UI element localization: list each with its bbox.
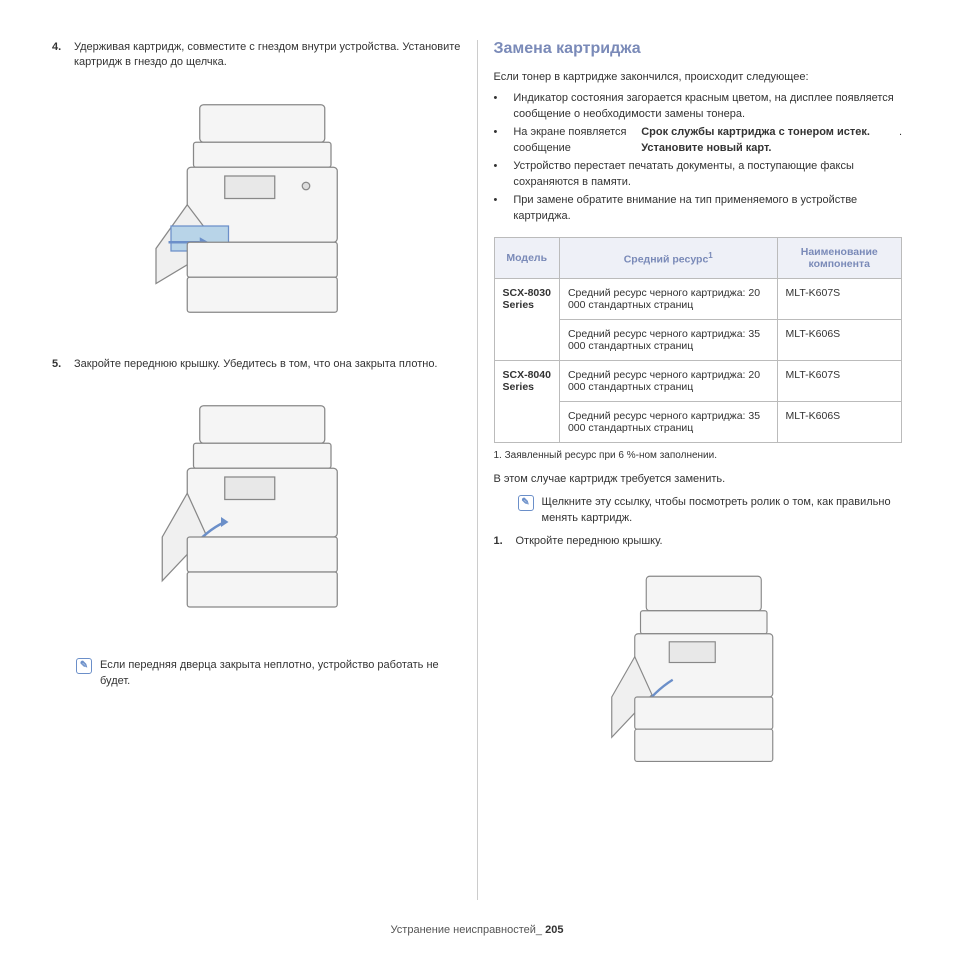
cell-part: MLT-K607S	[777, 360, 901, 401]
cell-part: MLT-K607S	[777, 278, 901, 319]
bullet-item: На экране появляется сообщение Срок служ…	[494, 125, 903, 157]
step-5: 5. Закройте переднюю крышку. Убедитесь в…	[52, 357, 461, 372]
figure-printer-open-cover	[558, 559, 838, 789]
note-icon: ✎	[518, 495, 534, 511]
figure-printer-insert-cartridge	[116, 81, 396, 341]
bullet-item: Устройство перестает печатать документы,…	[494, 159, 903, 191]
cell-resource: Средний ресурс черного картриджа: 35 000…	[559, 319, 777, 360]
step-text: Удерживая картридж, совместите с гнездом…	[74, 40, 461, 71]
printer-illustration-icon	[126, 86, 386, 336]
column-divider	[477, 40, 478, 900]
cell-part: MLT-K606S	[777, 319, 901, 360]
step-number: 1.	[494, 534, 508, 549]
cell-model: SCX-8040Series	[494, 360, 559, 442]
bullet-list: Индикатор состояния загорается красным ц…	[494, 91, 903, 225]
note-block: ✎ Если передняя дверца закрыта неплотно,…	[76, 658, 461, 689]
step-number: 5.	[52, 357, 66, 372]
th-resource: Средний ресурс1	[559, 237, 777, 278]
two-column-layout: 4. Удерживая картридж, совместите с гнез…	[40, 40, 914, 900]
th-part: Наименование компонента	[777, 237, 901, 278]
after-table-text: В этом случае картридж требуется заменит…	[494, 472, 903, 487]
cell-resource: Средний ресурс черного картриджа: 20 000…	[559, 360, 777, 401]
cell-part: MLT-K606S	[777, 401, 901, 442]
link-note-block: ✎ Щелкните эту ссылку, чтобы посмотреть …	[518, 495, 903, 526]
section-heading: Замена картриджа	[494, 40, 903, 58]
cell-resource: Средний ресурс черного картриджа: 20 000…	[559, 278, 777, 319]
table-row: SCX-8030SeriesСредний ресурс черного кар…	[494, 278, 902, 319]
step-text: Закройте переднюю крышку. Убедитесь в то…	[74, 357, 461, 372]
left-column: 4. Удерживая картридж, совместите с гнез…	[40, 40, 473, 900]
printer-illustration-icon	[578, 559, 818, 789]
step-1: 1. Откройте переднюю крышку.	[494, 534, 903, 549]
th-model: Модель	[494, 237, 559, 278]
table-footnote: 1. Заявленный ресурс при 6 %-ном заполне…	[494, 449, 903, 462]
intro-text: Если тонер в картридже закончился, проис…	[494, 70, 903, 85]
step-number: 4.	[52, 40, 66, 71]
link-note-text[interactable]: Щелкните эту ссылку, чтобы посмотреть ро…	[542, 495, 903, 526]
footer-section: Устранение неисправностей_	[391, 924, 542, 936]
cell-resource: Средний ресурс черного картриджа: 35 000…	[559, 401, 777, 442]
table-row: SCX-8040SeriesСредний ресурс черного кар…	[494, 360, 902, 401]
step-4: 4. Удерживая картридж, совместите с гнез…	[52, 40, 461, 71]
cell-model: SCX-8030Series	[494, 278, 559, 360]
page-footer: Устранение неисправностей_ 205	[0, 924, 954, 936]
page-number: 205	[545, 924, 563, 936]
note-icon: ✎	[76, 658, 92, 674]
cartridge-spec-table: Модель Средний ресурс1 Наименование комп…	[494, 237, 903, 443]
figure-printer-close-cover	[116, 382, 396, 642]
step-text: Откройте переднюю крышку.	[516, 534, 903, 549]
bullet-item: При замене обратите внимание на тип прим…	[494, 193, 903, 225]
note-text: Если передняя дверца закрыта неплотно, у…	[100, 658, 461, 689]
printer-illustration-icon	[131, 387, 381, 637]
bullet-item: Индикатор состояния загорается красным ц…	[494, 91, 903, 123]
right-column: Замена картриджа Если тонер в картридже …	[482, 40, 915, 900]
